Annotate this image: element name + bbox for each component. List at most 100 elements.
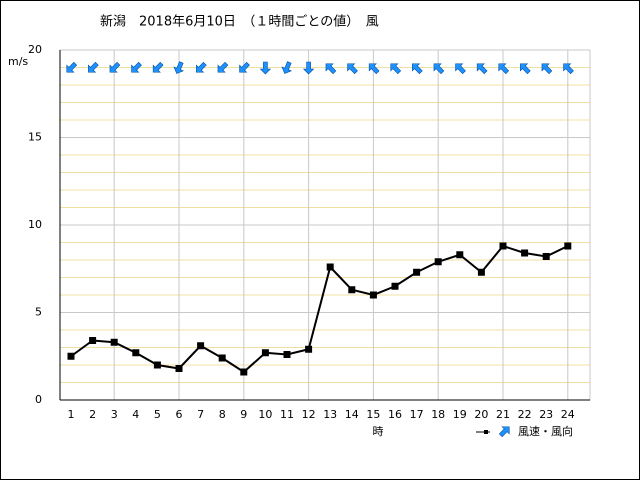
speed-point: [197, 342, 205, 350]
wind-arrow: [368, 63, 380, 75]
wind-direction: [281, 61, 293, 74]
wind-direction: [217, 61, 229, 73]
x-tick-label: 18: [431, 408, 445, 421]
x-tick-label: 10: [258, 408, 272, 421]
speed-point: [283, 351, 291, 358]
wind-arrow: [281, 61, 293, 74]
speed-point: [132, 349, 140, 357]
x-tick-label: 21: [496, 408, 510, 421]
wind-arrow: [433, 63, 445, 75]
wind-arrow: [541, 63, 553, 75]
wind-direction: [325, 63, 337, 75]
x-tick-label: 7: [197, 408, 204, 421]
wind-arrow: [88, 61, 99, 73]
speed-point: [564, 242, 572, 250]
speed-point: [218, 354, 226, 362]
wind-direction: [131, 61, 142, 73]
wind-direction: [412, 63, 423, 75]
x-tick-label: 8: [219, 408, 226, 421]
wind-arrow: [66, 61, 78, 73]
wind-arrow: [347, 63, 358, 75]
legend-label: 風速・風向: [518, 424, 573, 438]
speed-point: [434, 258, 442, 266]
x-axis-label: 時: [373, 425, 384, 438]
x-tick-label: 14: [345, 408, 359, 421]
wind-direction: [173, 61, 185, 74]
speed-point: [261, 349, 269, 357]
x-tick-label: 20: [474, 408, 488, 421]
wind-arrow: [412, 63, 423, 75]
x-tick-label: 13: [323, 408, 337, 421]
wind-arrow: [498, 63, 510, 75]
speed-point: [67, 352, 75, 360]
x-tick-label: 11: [280, 408, 294, 421]
chart-title: 新潟 2018年6月10日 （１時間ごとの値） 風: [100, 14, 379, 30]
speed-point: [110, 338, 118, 346]
wind-arrow: [131, 61, 142, 73]
x-tick-label: 4: [132, 408, 139, 421]
speed-point: [413, 268, 421, 276]
speed-point: [542, 253, 550, 260]
wind-arrow: [217, 61, 229, 73]
y-tick-label: 20: [28, 43, 42, 56]
wind-direction: [541, 63, 553, 75]
speed-point: [499, 242, 507, 250]
x-tick-label: 2: [89, 408, 96, 421]
wind-direction: [196, 61, 207, 73]
y-tick-label: 10: [28, 218, 42, 231]
wind-arrow: [173, 61, 185, 74]
wind-direction: [498, 63, 510, 75]
speed-point: [240, 368, 248, 376]
wind-arrow: [152, 61, 164, 73]
speed-point: [175, 365, 183, 372]
x-tick-label: 15: [366, 408, 380, 421]
wind-arrow: [520, 63, 531, 75]
speed-point: [89, 337, 97, 344]
wind-direction: [368, 63, 380, 75]
wind-arrow: [455, 63, 466, 75]
x-tick-label: 17: [410, 408, 424, 421]
wind-arrow: [325, 63, 337, 75]
wind-arrow: [302, 61, 315, 75]
wind-direction: [390, 63, 402, 75]
y-tick-label: 5: [35, 306, 42, 319]
speed-point: [305, 345, 313, 353]
x-tick-label: 6: [176, 408, 183, 421]
wind-direction: [109, 61, 121, 73]
wind-direction: [563, 63, 574, 75]
wind-direction: [66, 61, 78, 73]
wind-direction: [433, 63, 445, 75]
x-tick-label: 3: [111, 408, 118, 421]
wind-direction: [259, 61, 272, 75]
wind-direction: [239, 61, 250, 73]
x-tick-label: 19: [453, 408, 467, 421]
speed-point: [326, 263, 334, 271]
speed-point: [348, 286, 356, 294]
legend-point: [484, 430, 488, 434]
speed-point: [456, 251, 464, 259]
speed-point: [369, 291, 377, 299]
x-tick-label: 23: [539, 408, 553, 421]
wind-arrow: [239, 61, 250, 73]
x-tick-label: 1: [68, 408, 75, 421]
x-tick-label: 12: [302, 408, 316, 421]
x-tick-label: 24: [561, 408, 575, 421]
x-tick-label: 16: [388, 408, 402, 421]
wind-arrow: [476, 63, 488, 75]
wind-direction: [476, 63, 488, 75]
wind-arrow: [563, 63, 574, 75]
y-axis-label: m/s: [8, 55, 28, 68]
speed-point: [391, 282, 399, 290]
wind-direction: [347, 63, 358, 75]
x-tick-label: 5: [154, 408, 161, 421]
y-tick-label: 0: [35, 393, 42, 406]
x-tick-label: 9: [240, 408, 247, 421]
wind-direction: [152, 61, 164, 73]
wind-direction: [302, 61, 315, 75]
wind-arrow: [109, 61, 121, 73]
wind-arrow: [259, 61, 272, 75]
speed-point: [521, 249, 529, 257]
speed-point: [153, 361, 161, 369]
x-tick-label: 22: [518, 408, 532, 421]
